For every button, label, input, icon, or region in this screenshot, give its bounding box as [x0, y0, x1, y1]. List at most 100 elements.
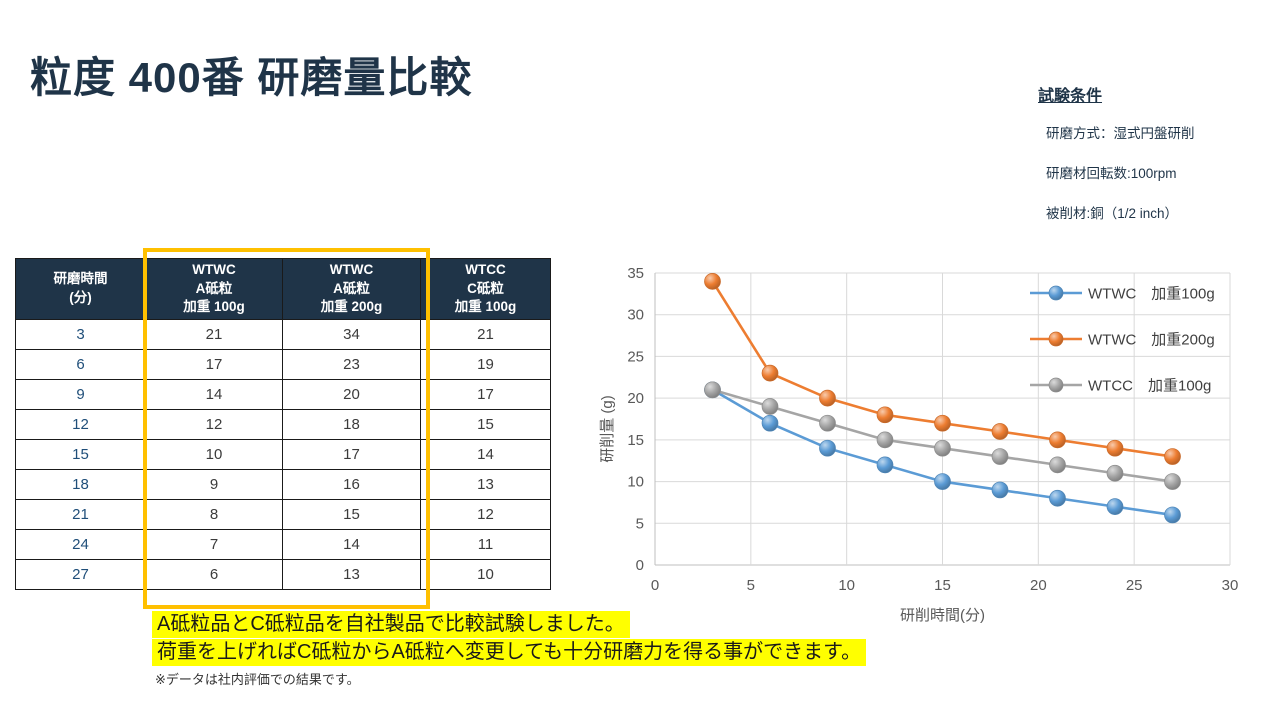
table-cell: 9 — [15, 379, 146, 410]
table-row: 9 14 20 17 — [15, 379, 551, 410]
data-point — [1106, 464, 1124, 482]
polish-chart: 0 5 10 15 20 25 30 35 0 5 10 15 20 25 30 研削時間(分) 研削量 (g)… — [552, 248, 1262, 643]
chart-legend: WTWC 加重100g WTWC 加重200g WTCC 加重100g — [1030, 286, 1215, 395]
table-cell: 27 — [15, 559, 146, 590]
data-point — [704, 272, 721, 290]
table-cell: 13 — [282, 559, 421, 590]
note-footnote: ※データは社内評価での結果です。 — [155, 672, 360, 687]
table-row: 27 6 13 10 — [15, 559, 551, 590]
table-cell: 15 — [282, 499, 421, 530]
conditions-panel: 試験条件 研磨方式：湿式円盤研削 研磨材回転数:100rpm 被削材:銅（1/2… — [1038, 82, 1273, 242]
table-cell: 21 — [420, 319, 551, 350]
svg-text:20: 20 — [1030, 577, 1047, 594]
table-cell: 10 — [420, 559, 551, 590]
table-header-cell-0: 研磨時間 (分) — [15, 258, 146, 320]
x-axis-labels: 0 5 10 15 20 25 30 — [651, 577, 1239, 594]
table-cell: 13 — [420, 469, 551, 500]
data-point — [1164, 448, 1181, 465]
table-body: 3 21 34 21 6 17 23 19 9 14 20 17 12 12 18 15 15 10 17 14 18 9… — [15, 319, 551, 590]
data-point — [876, 456, 894, 474]
table-header-cell-2: WTWC A砥粒 加重 200g — [282, 258, 421, 320]
svg-text:0: 0 — [636, 557, 644, 574]
table-cell: 3 — [15, 319, 146, 350]
table-container: 研磨時間 (分) WTWC A砥粒 加重 100g WTWC A砥粒 加重 200g WTCC C… — [15, 258, 551, 590]
data-point — [991, 481, 1009, 499]
table-cell: 24 — [15, 529, 146, 560]
conditions-heading: 試験条件 — [1038, 88, 1103, 105]
data-point — [1049, 431, 1066, 449]
table-cell: 18 — [282, 409, 421, 440]
x-axis-title: 研削時間(分) — [900, 607, 985, 624]
y-axis-title: 研削量 (g) — [599, 395, 616, 463]
note-line-1: A砥粒品とC砥粒品を自社製品で比較試験しました。 — [152, 611, 630, 638]
data-point — [934, 439, 951, 457]
chart-svg: 0 5 10 15 20 25 30 35 0 5 10 15 20 25 30 研削時間(分) 研削量 (g)… — [599, 265, 1239, 624]
table-row: 24 7 14 11 — [15, 529, 551, 560]
data-point — [876, 431, 894, 449]
table-cell: 10 — [145, 439, 283, 470]
data-point — [1049, 489, 1066, 507]
note-line-1-text: A砥粒品とC砥粒品を自社製品で比較試験しました。 — [152, 611, 630, 638]
svg-text:35: 35 — [627, 265, 644, 282]
svg-text:30: 30 — [1222, 577, 1239, 594]
table-cell: 8 — [145, 499, 283, 530]
table-header-cell-1: WTWC A砥粒 加重 100g — [145, 258, 283, 320]
data-point — [761, 364, 779, 382]
data-point — [761, 414, 779, 432]
data-point — [819, 389, 836, 407]
table-cell: 20 — [282, 379, 421, 410]
condition-item-method: 研磨方式：湿式円盤研削 — [1046, 126, 1195, 141]
svg-text:30: 30 — [627, 307, 644, 324]
table-cell: 21 — [15, 499, 146, 530]
data-point — [1106, 439, 1124, 457]
data-point — [819, 414, 836, 432]
table-cell: 16 — [282, 469, 421, 500]
data-point — [704, 381, 721, 399]
table-cell: 18 — [15, 469, 146, 500]
data-point — [991, 448, 1009, 465]
svg-text:5: 5 — [636, 515, 644, 532]
table-header-cell-3: WTCC C砥粒 加重 100g — [420, 258, 551, 320]
svg-text:0: 0 — [651, 577, 659, 594]
note-line-2: 荷重を上げればC砥粒からA砥粒へ変更しても十分研磨力を得る事ができます。 — [152, 639, 867, 666]
table-cell: 12 — [15, 409, 146, 440]
table-head: 研磨時間 (分) WTWC A砥粒 加重 100g WTWC A砥粒 加重 200g WTCC C… — [15, 258, 551, 320]
svg-text:20: 20 — [627, 390, 644, 407]
data-point — [1164, 506, 1181, 524]
chart-series-1 — [704, 272, 1181, 465]
data-point — [1049, 456, 1066, 474]
chart-series-2 — [704, 381, 1181, 490]
data-point — [934, 414, 951, 432]
table-row: 15 10 17 14 — [15, 439, 551, 470]
table-cell: 34 — [282, 319, 421, 350]
table-cell: 17 — [282, 439, 421, 470]
table-cell: 14 — [145, 379, 283, 410]
table-cell: 12 — [420, 499, 551, 530]
table-cell: 15 — [420, 409, 551, 440]
table-cell: 23 — [282, 349, 421, 380]
table-cell: 6 — [145, 559, 283, 590]
table-cell: 14 — [282, 529, 421, 560]
chart-grid — [654, 272, 1231, 566]
data-point — [1106, 498, 1124, 515]
table-cell: 9 — [145, 469, 283, 500]
data-point — [819, 439, 836, 457]
note-line-2-text: 荷重を上げればC砥粒からA砥粒へ変更しても十分研磨力を得る事ができます。 — [152, 639, 867, 666]
table-cell: 17 — [145, 349, 283, 380]
data-point — [876, 406, 894, 424]
data-point — [991, 423, 1009, 440]
condition-item-rpm: 研磨材回転数:100rpm — [1046, 166, 1177, 181]
svg-text:10: 10 — [627, 474, 644, 491]
table-row: 3 21 34 21 — [15, 319, 551, 350]
table-cell: 19 — [420, 349, 551, 380]
svg-text:25: 25 — [627, 348, 644, 365]
svg-text:25: 25 — [1126, 577, 1143, 594]
legend-label: WTWC 加重100g — [1088, 286, 1215, 303]
svg-text:15: 15 — [627, 432, 644, 449]
table-header-row: 研磨時間 (分) WTWC A砥粒 加重 100g WTWC A砥粒 加重 200g WTCC C… — [15, 258, 551, 320]
svg-text:10: 10 — [838, 577, 855, 594]
table-row: 6 17 23 19 — [15, 349, 551, 380]
table-row: 12 12 18 15 — [15, 409, 551, 440]
table-cell: 6 — [15, 349, 146, 380]
table-cell: 15 — [15, 439, 146, 470]
